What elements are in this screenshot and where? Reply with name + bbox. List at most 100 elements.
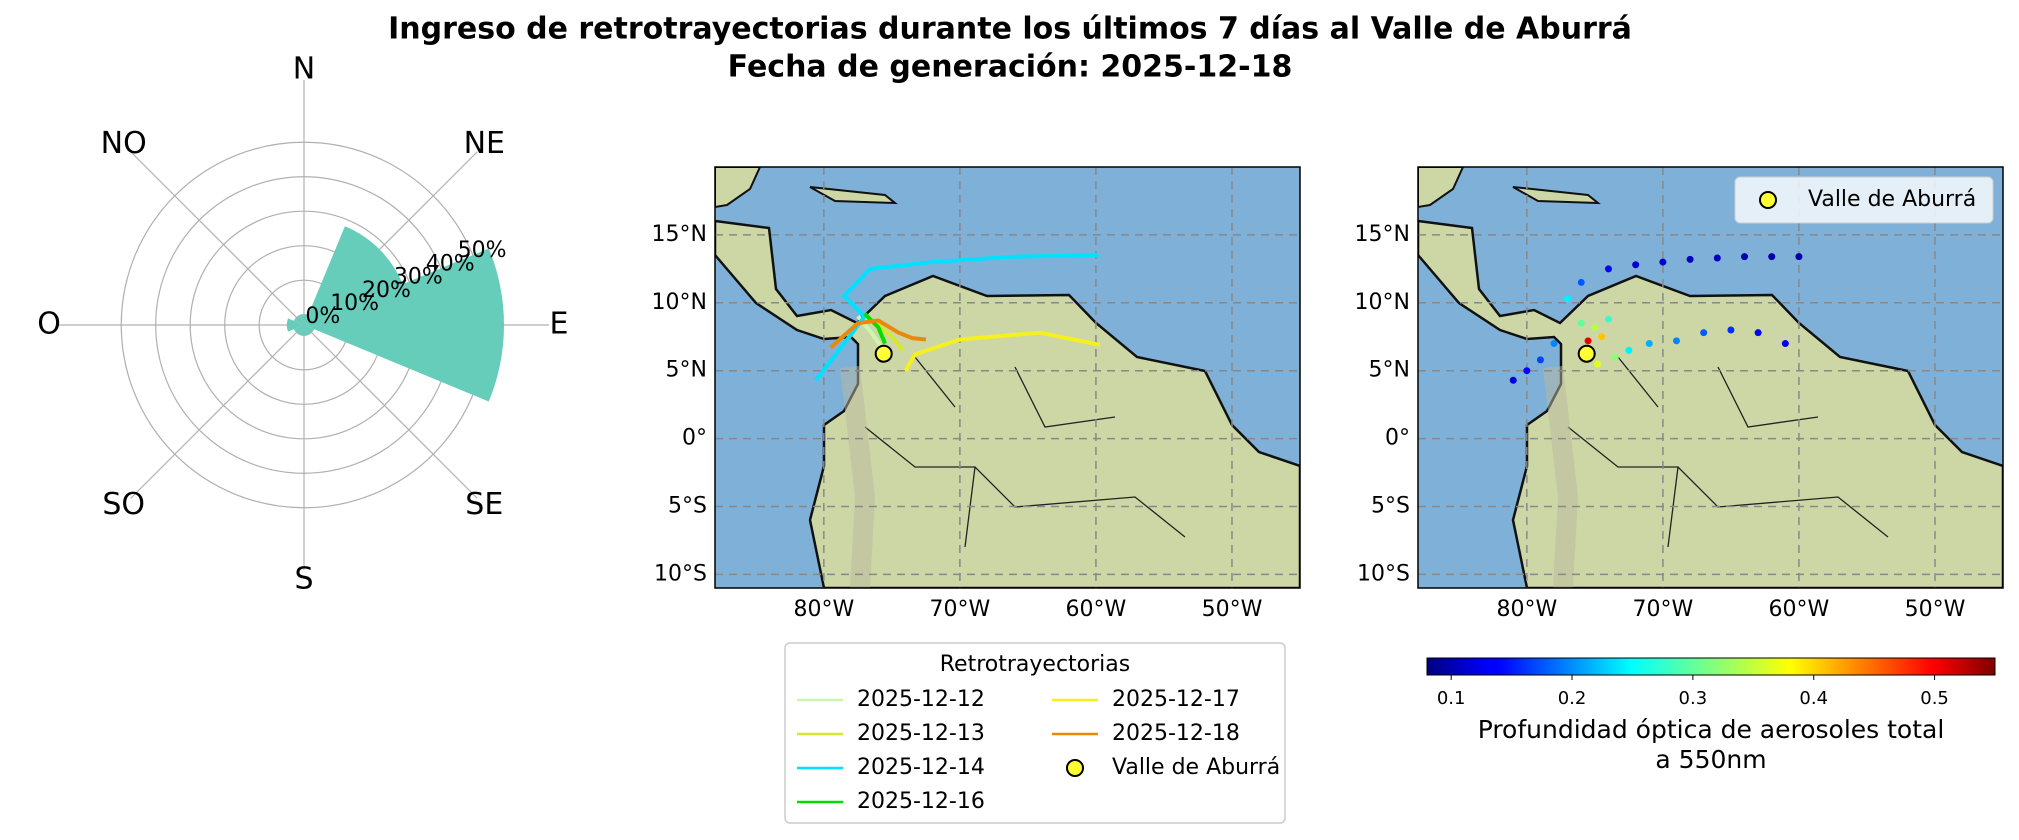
y-tick-label: 5°S [1371,494,1410,519]
aod-point [1645,340,1653,348]
aod-point [1727,326,1735,334]
aod-point [1672,337,1680,345]
aod-point [1598,333,1606,341]
x-tick-label: 50°W [1905,597,1966,622]
map-plot [1418,167,2003,588]
colorbar-tick-label: 0.2 [1558,688,1587,709]
r-tick-label: 50% [458,238,507,263]
rose-sector [286,318,304,332]
direction-label: E [550,307,569,342]
colorbar-tick-label: 0.1 [1437,688,1466,709]
legend-label: 2025-12-16 [857,789,985,814]
aod-point [1591,323,1599,331]
rose-sector [300,325,308,336]
colorbar-label: a 550nm [1655,745,1766,774]
aod-point [1659,258,1667,266]
r-tick-label: 0% [305,304,340,329]
y-tick-label: 15°N [1355,222,1410,247]
r-tick-label: 40% [426,251,475,276]
legend-label: 2025-12-18 [1112,721,1240,746]
legend-label: Valle de Aburrá [1808,187,1976,212]
aod-point [1550,340,1558,348]
colorbar [1426,657,1996,676]
y-tick-label: 10°S [654,561,707,586]
rose-sector [300,314,308,325]
r-tick-label: 10% [330,291,379,316]
x-tick-label: 80°W [793,597,854,622]
aod-point [1509,376,1517,384]
direction-label: NO [101,126,147,161]
aod-point [1781,340,1789,348]
direction-label: SE [465,487,503,522]
colorbar-label: Profundidad óptica de aerosoles total [1478,715,1945,744]
aod-point [1700,329,1708,337]
basemap [1418,167,2003,588]
colorbar-tick-label: 0.4 [1799,688,1828,709]
direction-label: S [294,562,313,597]
aod-point [1523,367,1531,375]
basemap [715,167,1300,588]
legend-title: Retrotrayectorias [940,652,1130,677]
r-tick-label: 30% [394,265,443,290]
legend-label: 2025-12-14 [857,755,985,780]
y-tick-label: 10°N [1355,290,1410,315]
title-line: Fecha de generación: 2025-12-18 [728,50,1293,85]
x-tick-label: 80°W [1496,597,1557,622]
y-tick-label: 0° [1385,426,1410,451]
frame [1417,166,2004,589]
aod-point [1584,337,1592,345]
site-marker [1577,344,1596,363]
colorbar-tick-label: 0.5 [1920,688,1949,709]
colorbar-tick-label: 0.3 [1679,688,1708,709]
y-tick-label: 10°N [652,290,707,315]
aod-point [1713,254,1721,262]
aod-point [1611,353,1619,361]
aod-point [1604,265,1612,273]
aod-point [1564,295,1572,303]
legend-label: Valle de Aburrá [1112,755,1280,780]
direction-label: N [293,52,315,87]
y-tick-label: 10°S [1357,561,1410,586]
map-plot [715,167,1300,588]
spoke [303,324,478,499]
spoke [130,151,305,326]
aod-point [1768,253,1776,261]
x-tick-label: 50°W [1202,597,1263,622]
r-tick-label: 20% [362,278,411,303]
rose-sector [294,325,304,335]
legend-swatch [1759,191,1777,209]
aod-point [1625,346,1633,354]
x-tick-label: 70°W [930,597,991,622]
site-marker [874,344,893,363]
rose-sector [304,248,504,402]
aod-point [1577,319,1585,327]
direction-label: O [37,307,61,342]
y-tick-label: 5°N [666,358,707,383]
spoke [130,324,305,499]
aod-point [1795,253,1803,261]
rose-sector [294,315,304,325]
y-tick-label: 5°N [1369,358,1410,383]
y-tick-label: 15°N [652,222,707,247]
rose-sector [304,325,314,335]
aod-point [1604,315,1612,323]
rose-sector [304,226,403,325]
title-line: Ingreso de retrotrayectorias durante los… [388,12,1632,47]
y-tick-label: 5°S [668,494,707,519]
legend-box [784,642,1286,824]
x-tick-label: 70°W [1633,597,1694,622]
aod-point [1594,360,1602,368]
trajectory [829,318,927,350]
trajectory [903,330,1101,372]
legend-label: 2025-12-17 [1112,687,1240,712]
aod-point [1536,356,1544,364]
aod-point [1741,253,1749,261]
legend-swatch [1066,759,1084,777]
legend-label: 2025-12-13 [857,721,985,746]
aod-point [1632,261,1640,269]
x-tick-label: 60°W [1066,597,1127,622]
aod-point [1577,278,1585,286]
trajectory [863,312,887,345]
aod-point [1686,255,1694,263]
